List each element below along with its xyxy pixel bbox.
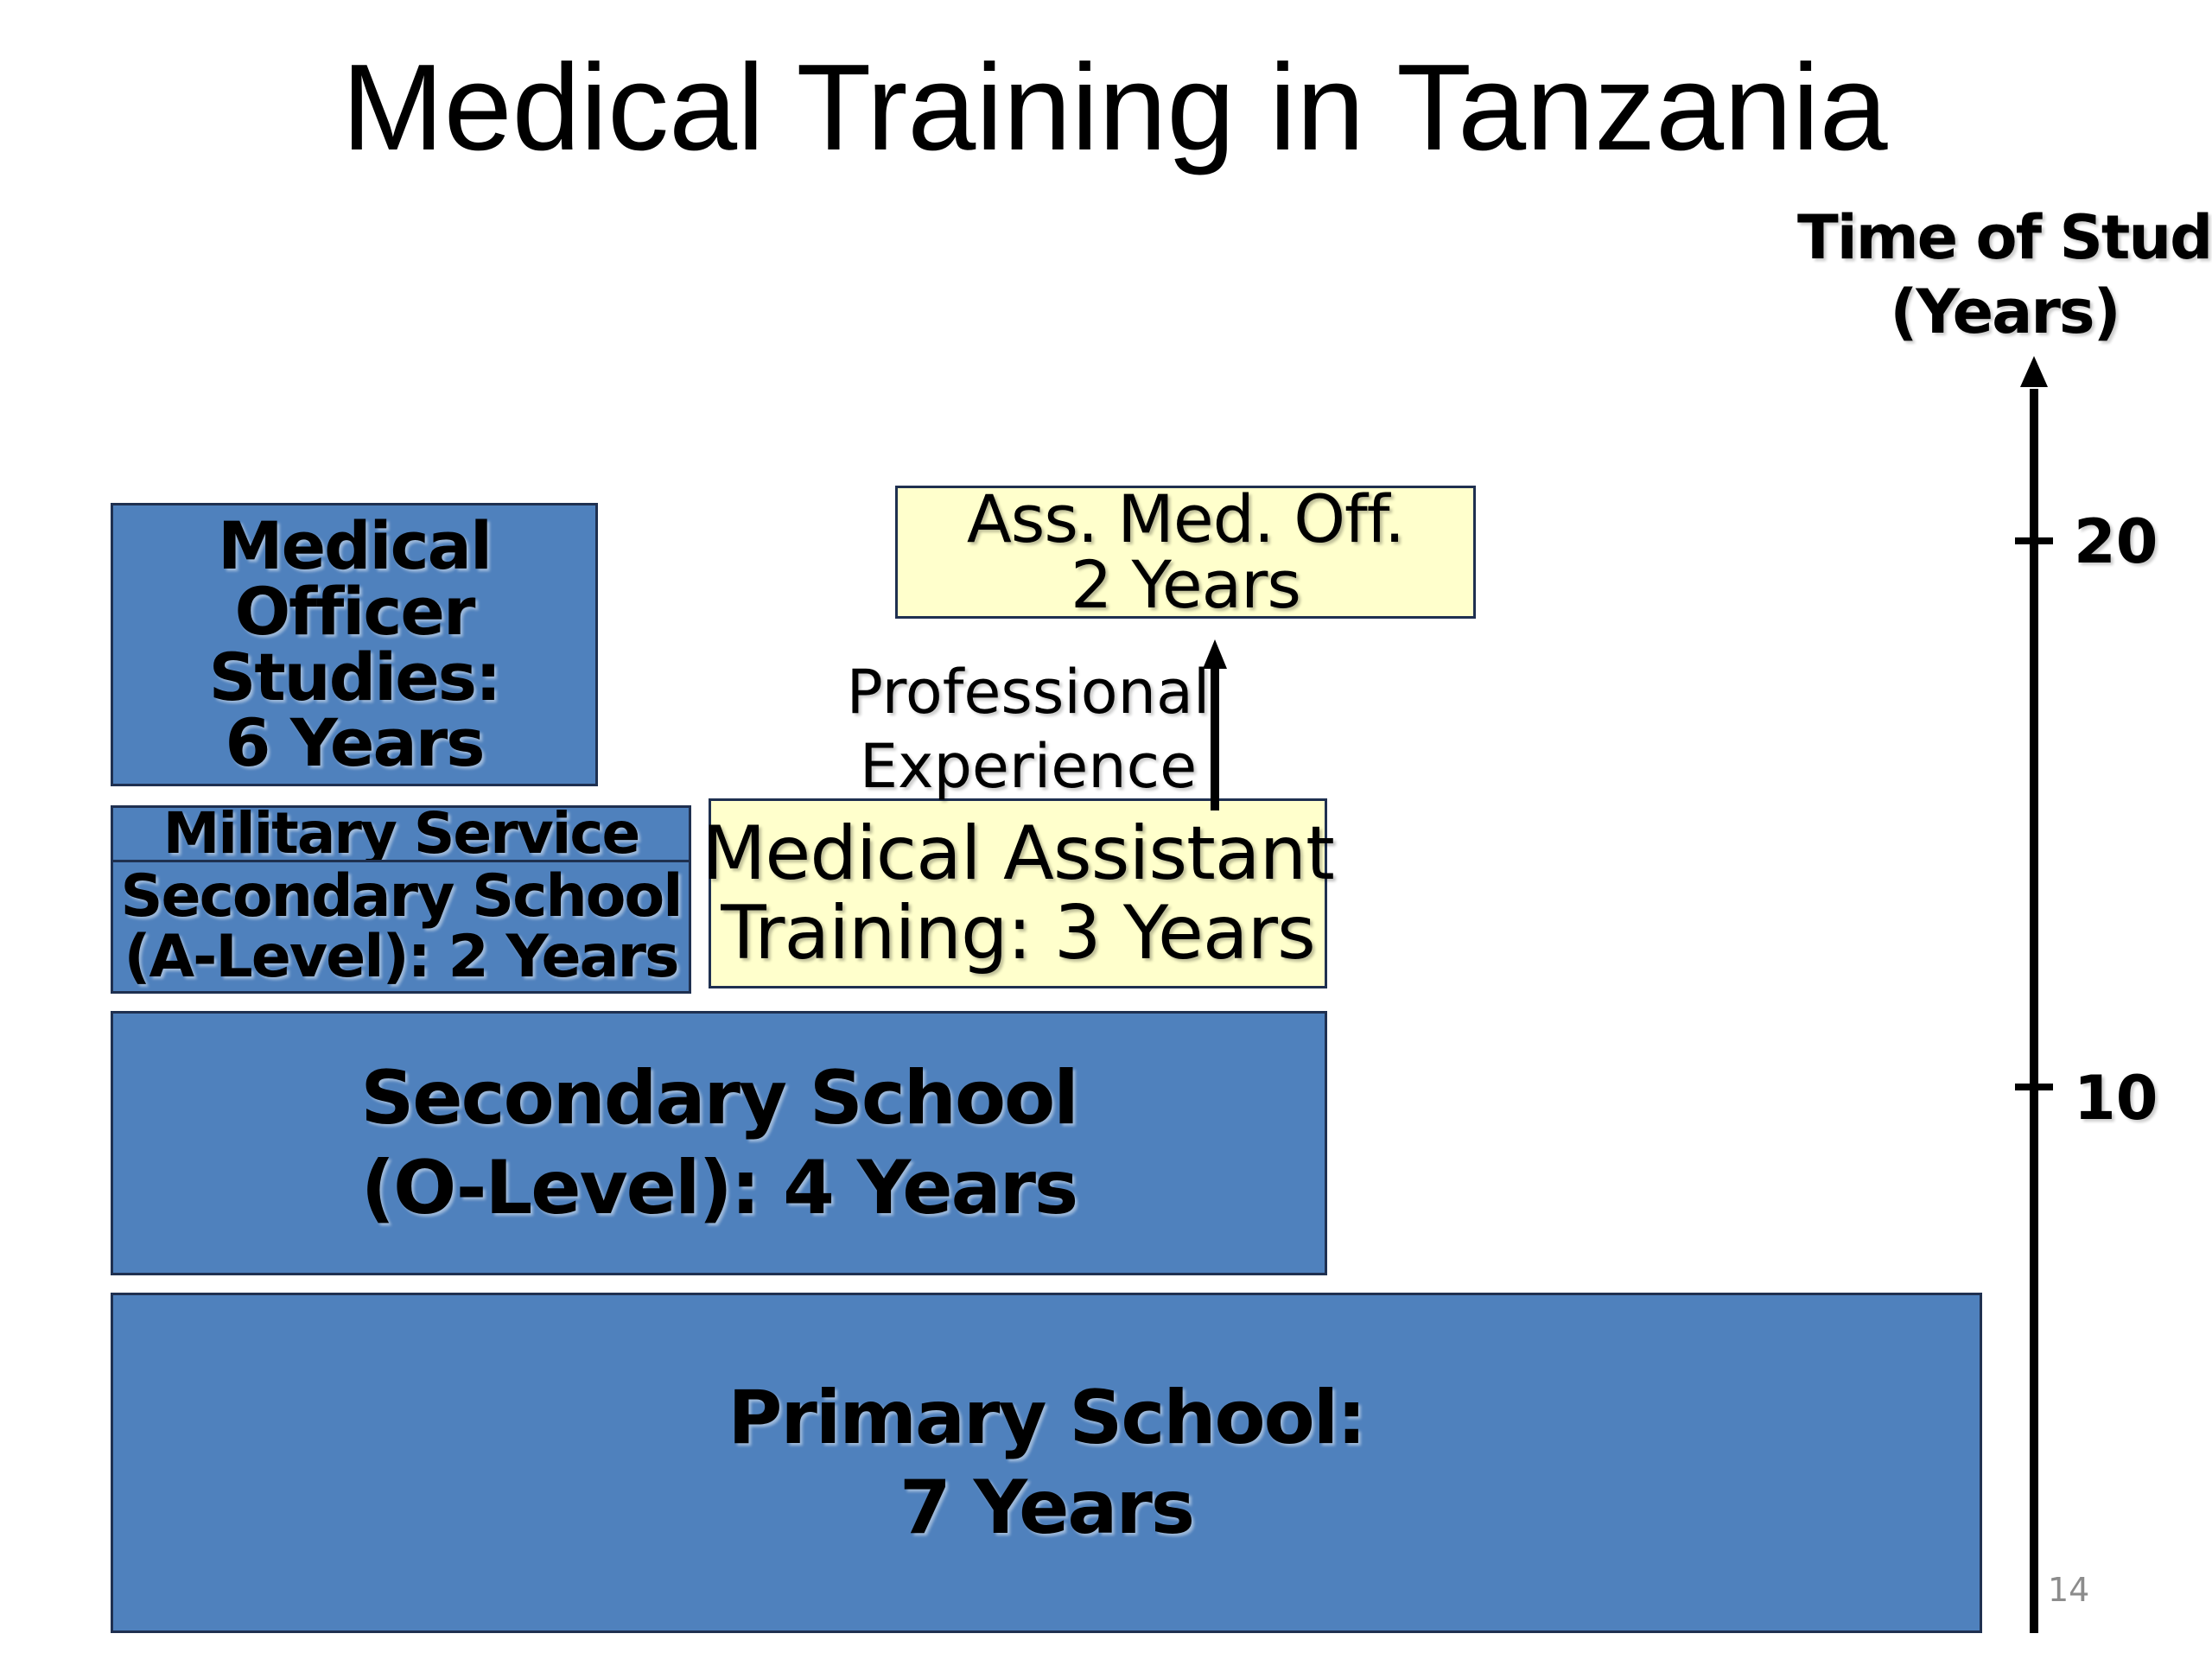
- page-number: 14: [2048, 1571, 2090, 1609]
- ass-med-off-line1: Ass. Med. Off.: [966, 480, 1405, 557]
- a-level-line1: Secondary School: [120, 861, 683, 931]
- medical-assistant-line1: Medical Assistant: [702, 810, 1335, 897]
- primary-school-line1: Primary School:: [728, 1375, 1366, 1461]
- page-title: Medical Training in Tanzania: [341, 39, 1888, 176]
- ass-med-off-line2: 2 Years: [1070, 546, 1301, 623]
- axis-label-line1: Time of Study: [1797, 202, 2212, 273]
- axis-label-line2: (Years): [1890, 276, 2120, 347]
- o-level-box: Secondary School (O-Level): 4 Years: [111, 1011, 1327, 1275]
- professional-experience-arrowhead: [1203, 639, 1227, 669]
- tick-label-20: 20: [2074, 506, 2158, 577]
- medical-officer-box: Medical Officer Studies: 6 Years: [111, 503, 598, 786]
- o-level-line2: (O-Level): 4 Years: [360, 1145, 1078, 1231]
- axis-label: Time of Study (Years): [1797, 200, 2212, 349]
- o-level-line1: Secondary School: [360, 1055, 1078, 1141]
- medical-officer-line4: 6 Years: [225, 704, 486, 781]
- professional-experience-label: Professional Experience: [804, 655, 1253, 804]
- medical-officer-line2: Officer: [234, 573, 476, 650]
- time-axis-arrowhead: [2020, 356, 2048, 387]
- professional-experience-line1: Professional: [846, 657, 1211, 728]
- medical-assistant-line2: Training: 3 Years: [721, 890, 1316, 976]
- tick-label-10: 10: [2074, 1063, 2158, 1134]
- a-level-line2: (A-Level): 2 Years: [124, 922, 679, 991]
- military-service-box: Military Service: [111, 805, 691, 862]
- military-service-label: Military Service: [162, 800, 641, 867]
- medical-officer-line3: Studies:: [208, 639, 502, 715]
- ass-med-off-box: Ass. Med. Off. 2 Years: [895, 486, 1476, 619]
- primary-school-line2: 7 Years: [899, 1465, 1195, 1551]
- medical-officer-line1: Medical: [217, 507, 493, 584]
- a-level-box: Secondary School (A-Level): 2 Years: [111, 860, 691, 994]
- medical-assistant-box: Medical Assistant Training: 3 Years: [702, 798, 1335, 988]
- primary-school-box: Primary School: 7 Years: [111, 1293, 1982, 1633]
- professional-experience-line2: Experience: [859, 731, 1198, 802]
